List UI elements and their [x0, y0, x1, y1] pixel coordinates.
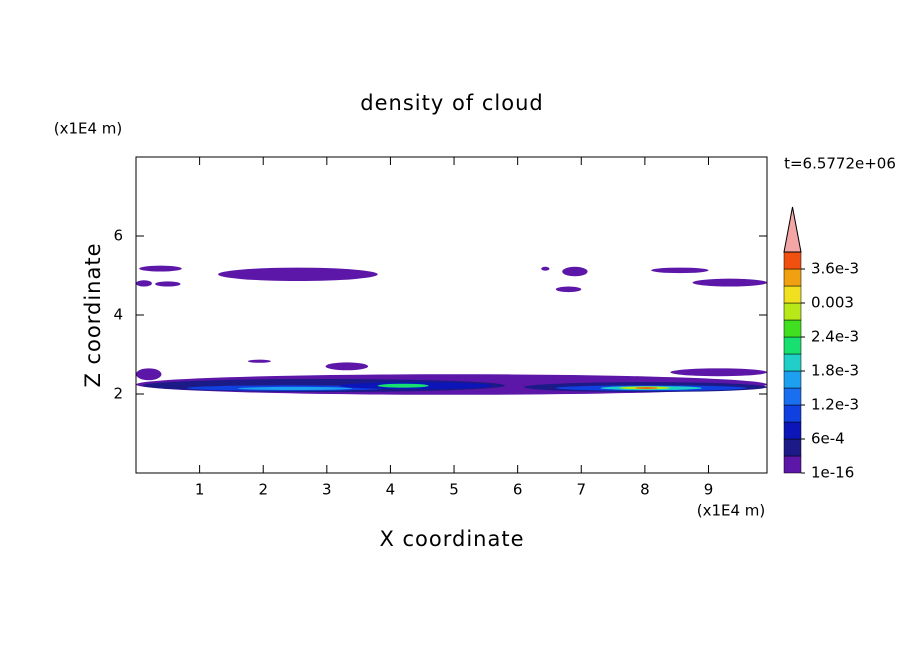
contour-region: [562, 266, 588, 277]
contour-region: [651, 267, 709, 274]
contour-region: [247, 359, 271, 363]
colorbar-label: 1e-16: [811, 464, 854, 482]
x-tick-label: 5: [449, 481, 459, 499]
colorbar-band: [783, 438, 802, 457]
x-tick-label: 9: [704, 481, 714, 499]
x-unit: (x1E4 m): [697, 502, 766, 520]
contour-region: [155, 281, 181, 287]
y-tick-label: 2: [113, 385, 123, 403]
colorbar-band: [783, 302, 802, 321]
contour-region: [139, 265, 182, 272]
x-tick-label: 1: [195, 481, 205, 499]
colorbar-band: [783, 285, 802, 304]
x-axis-label: X coordinate: [379, 527, 524, 551]
colorbar-label: 1.2e-3: [811, 396, 859, 414]
colorbar-band: [783, 336, 802, 355]
x-tick-label: 4: [386, 481, 396, 499]
colorbar-label: 2.4e-3: [811, 328, 859, 346]
x-tick-label: 7: [576, 481, 586, 499]
colorbar-band: [783, 404, 802, 423]
colorbar-band: [783, 387, 802, 406]
plot-frame: [135, 156, 768, 474]
colorbar-label: 0.003: [811, 294, 854, 312]
x-tick-label: 8: [640, 481, 650, 499]
y-unit: (x1E4 m): [54, 120, 123, 138]
colorbar-band: [783, 268, 802, 287]
colorbar-band: [783, 455, 802, 474]
colorbar-band: [783, 370, 802, 389]
contour-region: [136, 280, 152, 287]
x-tick-label: 6: [513, 481, 523, 499]
x-tick-label: 3: [322, 481, 332, 499]
colorbar-band: [783, 353, 802, 372]
x-tick-label: 2: [258, 481, 268, 499]
colorbar-band: [783, 251, 802, 270]
time-label: t=6.5772e+06: [784, 155, 896, 173]
contour-region: [541, 266, 550, 271]
y-axis-label: Z coordinate: [81, 242, 105, 387]
colorbar-label: 3.6e-3: [811, 260, 859, 278]
contour-region: [692, 278, 767, 287]
colorbar-band: [783, 421, 802, 440]
contour-region: [377, 383, 429, 388]
contour-region: [670, 368, 767, 377]
y-tick-label: 6: [113, 227, 123, 245]
y-tick-label: 4: [113, 306, 123, 324]
contour-region: [136, 368, 162, 381]
colorbar-label: 6e-4: [811, 430, 845, 448]
contour-region: [237, 386, 353, 391]
plot-area: [136, 265, 767, 395]
colorbar-extension: [783, 206, 802, 253]
colorbar-label: 1.8e-3: [811, 362, 859, 380]
chart-title: density of cloud: [360, 91, 543, 115]
contour-region: [218, 267, 378, 282]
contour-region: [635, 387, 658, 389]
contour-region: [325, 362, 369, 371]
colorbar-band: [783, 319, 802, 338]
contour-region: [555, 286, 582, 293]
